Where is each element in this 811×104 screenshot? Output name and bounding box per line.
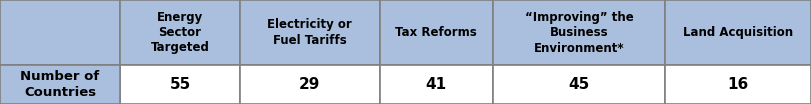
Text: “Improving” the
Business
Environment*: “Improving” the Business Environment* [525,11,633,54]
Text: Land Acquisition: Land Acquisition [683,26,793,39]
Bar [665,0,811,65]
Bar [493,0,665,65]
Text: Number of
Countries: Number of Countries [20,70,100,99]
Bar [120,0,240,65]
Bar [120,65,240,104]
Text: Energy
Sector
Targeted: Energy Sector Targeted [151,11,209,54]
Bar [240,65,380,104]
Text: Electricity or
Fuel Tariffs: Electricity or Fuel Tariffs [268,18,352,47]
Text: Tax Reforms: Tax Reforms [396,26,477,39]
Text: 16: 16 [727,77,749,92]
Text: 41: 41 [426,77,447,92]
Text: 29: 29 [299,77,320,92]
Bar [380,65,493,104]
Text: 45: 45 [569,77,590,92]
Bar [0,65,120,104]
Bar [0,65,120,104]
Bar [380,0,493,65]
Text: 55: 55 [169,77,191,92]
Bar [493,65,665,104]
Bar [240,0,380,65]
Bar [665,65,811,104]
Bar [0,0,120,65]
